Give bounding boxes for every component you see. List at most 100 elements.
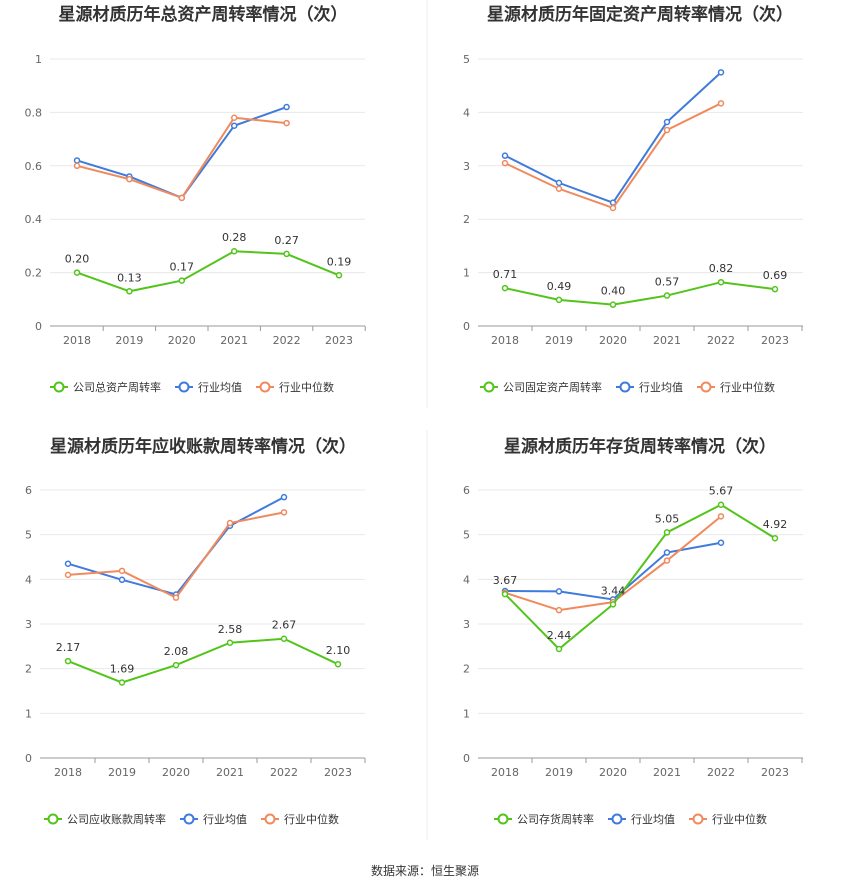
series-line-industry_avg <box>67 496 285 596</box>
data-point-industry_median[interactable] <box>178 194 186 202</box>
data-point-company[interactable] <box>663 292 671 299</box>
data-point-industry_avg[interactable] <box>501 152 509 159</box>
y-tick-label: 1 <box>463 267 470 280</box>
data-point-industry_avg[interactable] <box>555 179 563 187</box>
y-tick-label: 3 <box>463 618 470 631</box>
chart-panel-4: 星源材质历年存货周转率情况（次） 0 1 2 3 4 5 6 2018 2019 2020 2021 2… <box>463 436 803 826</box>
data-label: 0.57 <box>655 276 680 289</box>
data-point-industry_avg[interactable] <box>283 103 290 111</box>
legend-label: 公司存货周转率 <box>517 812 594 826</box>
data-point-company[interactable] <box>555 296 563 304</box>
legend-item-industry_median[interactable]: 行业中位数 <box>261 812 339 826</box>
data-point-industry_median[interactable] <box>283 119 290 127</box>
legend-item-industry_avg[interactable]: 行业均值 <box>608 813 675 826</box>
legend-marker-icon <box>619 381 631 393</box>
data-point-industry_median[interactable] <box>663 126 671 134</box>
data-point-industry_avg[interactable] <box>555 588 563 595</box>
y-tick-label: 1 <box>463 707 470 720</box>
y-tick-label: 4 <box>25 573 32 586</box>
y-tick-label: 2 <box>25 663 32 676</box>
data-point-industry_median[interactable] <box>226 519 234 527</box>
data-point-company[interactable] <box>73 269 81 276</box>
data-point-company[interactable] <box>126 288 133 295</box>
chart-panel-2: 星源材质历年固定资产周转率情况（次） 0 1 2 3 4 5 2018 2019 2020 2021… <box>463 4 803 394</box>
data-point-industry_median[interactable] <box>663 557 671 564</box>
data-point-industry_avg[interactable] <box>663 118 671 126</box>
data-point-company[interactable] <box>226 639 234 647</box>
data-point-company[interactable] <box>771 534 779 542</box>
legend-item-industry_median[interactable]: 行业中位数 <box>697 380 775 394</box>
legend-marker-icon <box>497 813 509 825</box>
x-tick-label: 2021 <box>220 334 248 347</box>
data-point-company[interactable] <box>283 250 290 258</box>
data-point-industry_avg[interactable] <box>280 493 288 501</box>
data-point-company[interactable] <box>501 590 509 598</box>
data-point-company[interactable] <box>555 645 563 653</box>
data-point-industry_median[interactable] <box>280 509 288 516</box>
data-point-industry_median[interactable] <box>609 204 617 212</box>
data-point-industry_avg[interactable] <box>717 539 725 546</box>
data-label: 0.20 <box>65 253 90 266</box>
x-tick-label: 2022 <box>270 766 298 779</box>
data-point-industry_median[interactable] <box>118 567 126 575</box>
data-label: 1.69 <box>110 663 135 676</box>
legend-item-industry_median[interactable]: 行业中位数 <box>256 380 334 394</box>
data-point-industry_median[interactable] <box>501 159 509 167</box>
data-point-company[interactable] <box>334 660 342 668</box>
data-point-industry_avg[interactable] <box>73 157 81 164</box>
legend-label: 行业均值 <box>198 381 242 394</box>
data-point-company[interactable] <box>663 529 671 536</box>
data-point-industry_median[interactable] <box>73 162 81 170</box>
data-point-industry_median[interactable] <box>555 185 563 193</box>
data-point-company[interactable] <box>280 635 288 642</box>
data-point-industry_median[interactable] <box>64 571 72 579</box>
legend-marker-icon <box>700 381 712 393</box>
data-point-company[interactable] <box>118 679 126 686</box>
y-tick-label: 6 <box>463 484 470 497</box>
legend-label: 行业中位数 <box>712 812 767 826</box>
legend-item-company[interactable]: 公司固定资产周转率 <box>480 380 602 394</box>
data-point-industry_avg[interactable] <box>118 576 126 584</box>
data-point-company[interactable] <box>609 301 617 308</box>
legend-label: 公司总资产周转率 <box>73 380 161 394</box>
data-point-industry_avg[interactable] <box>64 560 72 567</box>
data-point-industry_median[interactable] <box>126 175 133 183</box>
data-point-industry_median[interactable] <box>172 594 180 601</box>
legend-item-industry_avg[interactable]: 行业均值 <box>616 381 683 394</box>
y-tick-label: 5 <box>25 529 32 542</box>
x-tick-label: 2020 <box>599 766 627 779</box>
x-tick-label: 2020 <box>599 334 627 347</box>
legend-item-company[interactable]: 公司应收账款周转率 <box>44 812 166 826</box>
data-point-company[interactable] <box>501 284 509 292</box>
data-point-company[interactable] <box>172 661 180 669</box>
data-point-company[interactable] <box>609 601 617 608</box>
data-point-industry_avg[interactable] <box>230 122 238 129</box>
data-point-company[interactable] <box>230 247 238 255</box>
data-label: 3.44 <box>601 584 626 597</box>
legend-item-company[interactable]: 公司总资产周转率 <box>50 380 161 394</box>
legend-item-industry_median[interactable]: 行业中位数 <box>689 812 767 826</box>
legend-marker-icon <box>178 381 190 393</box>
data-point-company[interactable] <box>771 285 779 293</box>
y-tick-label: 2 <box>463 213 470 226</box>
data-point-company[interactable] <box>178 277 186 284</box>
data-label: 0.17 <box>170 261 195 274</box>
data-point-company[interactable] <box>717 278 725 286</box>
x-tick-label: 2019 <box>108 766 136 779</box>
legend-label: 行业中位数 <box>279 380 334 394</box>
legend-item-industry_avg[interactable]: 行业均值 <box>175 381 242 394</box>
legend-item-company[interactable]: 公司存货周转率 <box>494 812 594 826</box>
data-label: 2.10 <box>326 644 351 657</box>
data-point-industry_avg[interactable] <box>663 549 671 556</box>
data-point-industry_median[interactable] <box>555 606 563 614</box>
data-point-industry_avg[interactable] <box>717 69 725 76</box>
data-point-industry_median[interactable] <box>717 513 725 520</box>
legend-item-industry_avg[interactable]: 行业均值 <box>180 813 247 826</box>
data-point-company[interactable] <box>64 657 72 665</box>
data-point-industry_median[interactable] <box>230 114 238 121</box>
data-point-company[interactable] <box>717 501 725 508</box>
data-point-industry_median[interactable] <box>717 100 725 107</box>
data-point-company[interactable] <box>335 272 343 279</box>
y-tick-label: 3 <box>25 618 32 631</box>
y-tick-label: 0 <box>463 320 470 333</box>
